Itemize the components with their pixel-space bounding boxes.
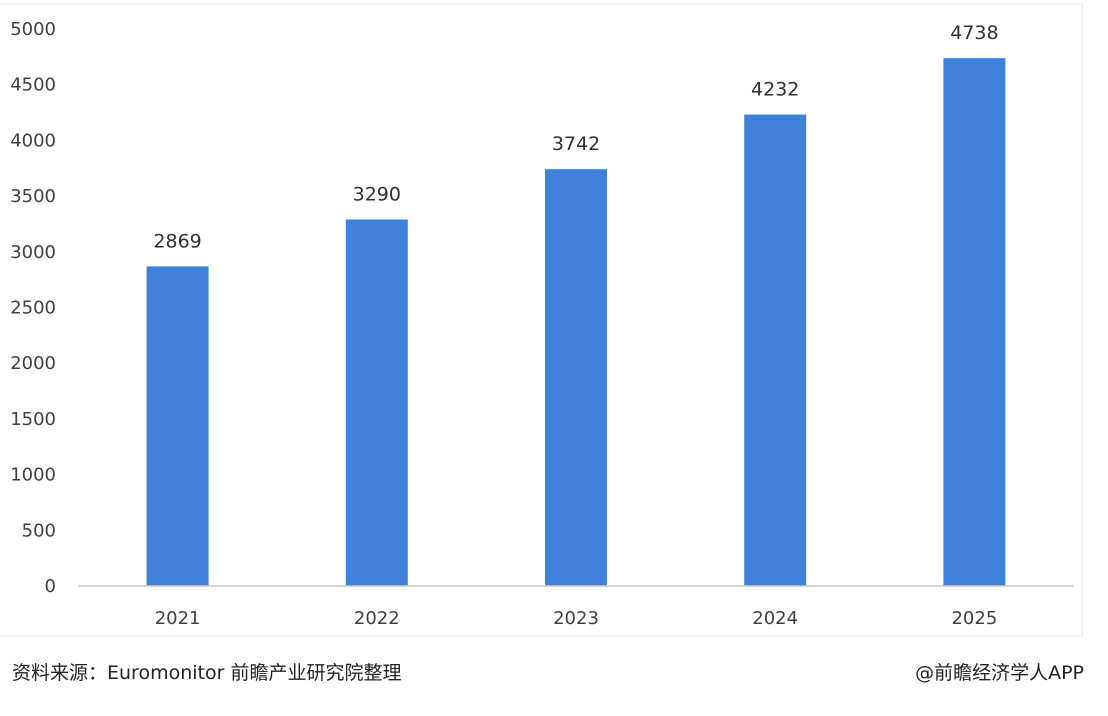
bar-2022 bbox=[345, 219, 408, 586]
data-label: 3290 bbox=[353, 183, 401, 205]
y-tick-label: 1500 bbox=[10, 409, 56, 430]
bar-series bbox=[146, 58, 1006, 587]
bar-2024 bbox=[744, 114, 807, 586]
x-tick-label: 2022 bbox=[354, 608, 400, 629]
y-tick-label: 1000 bbox=[10, 465, 56, 486]
x-tick-label: 2024 bbox=[752, 608, 798, 629]
bar-2023 bbox=[545, 169, 607, 586]
y-tick-label: 500 bbox=[22, 520, 56, 541]
y-tick-label: 2500 bbox=[10, 298, 56, 319]
y-tick-label: 0 bbox=[45, 576, 56, 597]
bar-2025 bbox=[943, 58, 1006, 587]
data-labels: 2869 3290 3742 4232 4738 bbox=[153, 22, 998, 252]
bar-2021 bbox=[146, 266, 209, 586]
y-tick-label: 4000 bbox=[10, 130, 56, 151]
y-tick-label: 3000 bbox=[10, 242, 56, 263]
y-tick-label: 2000 bbox=[10, 353, 56, 374]
y-tick-label: 4500 bbox=[10, 75, 56, 96]
data-label: 3742 bbox=[552, 133, 600, 155]
y-axis-tick-labels: 0 500 1000 1500 2000 2500 3000 3500 4000 4500 5000 bbox=[10, 19, 56, 597]
x-tick-label: 2023 bbox=[553, 608, 599, 629]
data-label: 2869 bbox=[153, 230, 201, 252]
bar-chart: 0 500 1000 1500 2000 2500 3000 3500 4000 4500 5000… bbox=[0, 3, 1083, 637]
credit-note: @前瞻经济学人APP bbox=[915, 662, 1084, 684]
x-axis-tick-labels: 2021 2022 2023 2024 2025 bbox=[155, 608, 998, 629]
x-tick-label: 2021 bbox=[155, 608, 201, 629]
y-tick-label: 5000 bbox=[10, 19, 56, 40]
y-tick-label: 3500 bbox=[10, 186, 56, 207]
x-tick-label: 2025 bbox=[951, 608, 997, 629]
chart-frame: 0 500 1000 1500 2000 2500 3000 3500 4000 4500 5000… bbox=[0, 3, 1083, 637]
data-label: 4232 bbox=[751, 79, 799, 101]
data-label: 4738 bbox=[950, 22, 998, 44]
source-note: 资料来源：Euromonitor 前瞻产业研究院整理 bbox=[12, 662, 402, 684]
